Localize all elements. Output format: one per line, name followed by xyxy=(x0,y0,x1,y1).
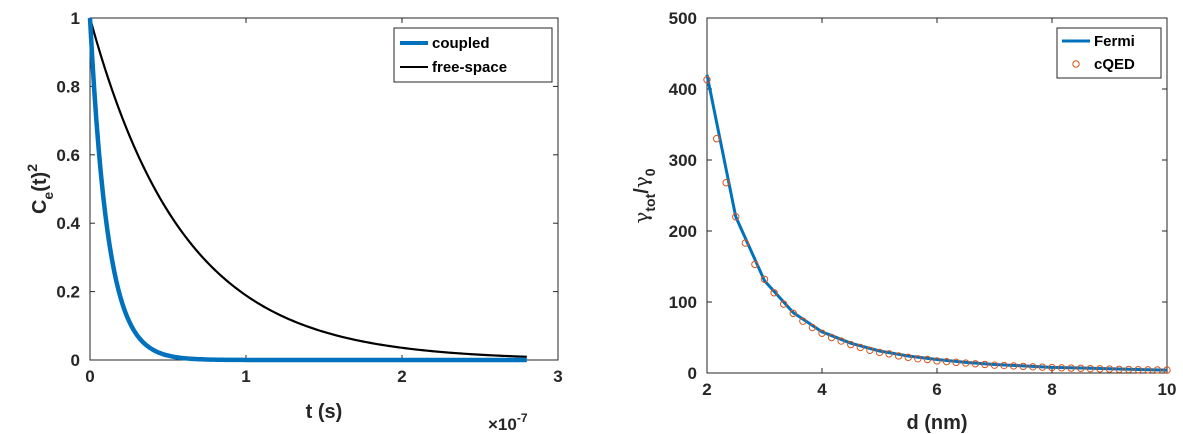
cqed-point xyxy=(1115,365,1123,374)
cqed-point xyxy=(981,360,989,369)
y-tick-label: 0.6 xyxy=(56,146,80,165)
cqed-point xyxy=(1048,363,1056,372)
left-legend: coupled free-space xyxy=(393,27,553,83)
cqed-point xyxy=(942,357,951,366)
series-line-coupled xyxy=(87,17,527,363)
left-x-tick-labels: 0 1 2 3 xyxy=(85,367,562,386)
y-tick-label: 0.8 xyxy=(56,77,80,96)
cqed-point xyxy=(923,355,932,364)
cqed-point xyxy=(894,352,903,360)
cqed-point xyxy=(789,309,797,318)
cqed-point xyxy=(837,337,845,345)
y-tick-label: 400 xyxy=(669,80,697,99)
x-tick-label: 4 xyxy=(817,380,827,399)
right-legend: Fermi cQED xyxy=(1056,27,1162,79)
cqed-point xyxy=(827,333,836,342)
cqed-point xyxy=(779,300,788,308)
x-tick-label: 0 xyxy=(85,367,94,386)
cqed-point xyxy=(741,239,750,247)
cqed-point xyxy=(712,135,721,143)
legend-label-free-space: free-space xyxy=(432,59,507,76)
x-tick-label: 3 xyxy=(553,367,562,386)
cqed-point xyxy=(885,350,893,358)
x-tick-label: 1 xyxy=(241,367,250,386)
left-legend-box xyxy=(393,27,553,83)
cqed-point xyxy=(962,359,970,367)
cqed-point xyxy=(933,357,941,365)
legend-label-coupled: coupled xyxy=(432,35,490,52)
cqed-point xyxy=(799,317,807,325)
cqed-point xyxy=(847,340,855,349)
cqed-point xyxy=(1057,364,1066,372)
left-y-tick-labels: 0 0.2 0.4 0.6 0.8 1 xyxy=(56,9,80,370)
cqed-point xyxy=(703,76,711,84)
cqed-point xyxy=(1163,366,1171,374)
legend-label-cqed: cQED xyxy=(1094,56,1135,73)
left-y-axis-label: Ce(t)2 xyxy=(24,164,56,214)
y-tick-label: 200 xyxy=(669,222,697,241)
cqed-point xyxy=(732,213,740,221)
cqed-point xyxy=(914,355,922,363)
right-series-layer xyxy=(703,74,1171,374)
cqed-point xyxy=(1019,362,1027,371)
cqed-point xyxy=(1144,366,1152,374)
left-x-axis-label: t (s) xyxy=(306,401,343,423)
series-line-fermi xyxy=(705,74,1168,372)
y-tick-label: 1 xyxy=(71,9,80,28)
x-tick-label: 6 xyxy=(932,380,941,399)
cqed-point xyxy=(1009,362,1018,370)
y-tick-label: 300 xyxy=(669,151,697,170)
cqed-point xyxy=(990,361,999,369)
right-legend-box xyxy=(1056,27,1162,79)
x-tick-label: 10 xyxy=(1158,380,1177,399)
cqed-point xyxy=(818,329,826,337)
y-tick-label: 0.4 xyxy=(56,214,80,233)
right-plot: 2 4 6 8 10 0 100 200 300 400 500 d (nm) γtot/γ0 F… xyxy=(629,9,1176,434)
cqed-point xyxy=(770,289,778,297)
right-x-tick-labels: 2 4 6 8 10 xyxy=(702,380,1176,399)
series-line-free-space xyxy=(88,17,527,358)
y-tick-label: 500 xyxy=(669,9,697,28)
left-plot: 0 1 2 3 0 0.2 0.4 0.6 0.8 1 t (s) ×10-7 Ce(t)2 c… xyxy=(24,9,563,434)
cqed-point xyxy=(760,275,769,283)
cqed-point xyxy=(1067,364,1075,372)
cqed-point xyxy=(1077,364,1085,373)
y-tick-label: 100 xyxy=(669,293,697,312)
cqed-point xyxy=(1124,365,1133,374)
cqed-point xyxy=(1105,365,1114,373)
cqed-point xyxy=(1038,363,1047,371)
cqed-point xyxy=(866,346,874,354)
legend-label-fermi: Fermi xyxy=(1094,33,1135,50)
cqed-point xyxy=(1029,363,1037,371)
x-tick-label: 8 xyxy=(1047,380,1056,399)
left-tick-marks xyxy=(89,17,559,361)
cqed-point xyxy=(722,179,730,187)
cqed-point xyxy=(1086,364,1095,373)
right-y-axis-label: γtot/γ0 xyxy=(629,168,658,223)
legend-swatch-cqed xyxy=(1072,60,1080,68)
cqed-point xyxy=(952,358,960,367)
left-x-exponent-label: ×10-7 xyxy=(488,411,528,434)
x-tick-label: 2 xyxy=(397,367,406,386)
cqed-point xyxy=(856,343,865,352)
cqed-point xyxy=(1153,366,1162,374)
cqed-point xyxy=(971,360,980,368)
y-tick-label: 0.2 xyxy=(56,283,80,302)
x-tick-label: 2 xyxy=(702,380,711,399)
y-tick-label: 0 xyxy=(688,364,697,383)
cqed-point xyxy=(904,353,912,362)
cqed-point xyxy=(1000,361,1008,370)
left-series-layer xyxy=(87,17,527,363)
right-x-axis-label: d (nm) xyxy=(906,412,967,434)
cqed-point xyxy=(1134,365,1142,374)
cqed-point xyxy=(808,323,817,332)
cqed-point xyxy=(1096,365,1104,373)
right-y-tick-labels: 0 100 200 300 400 500 xyxy=(669,9,697,383)
cqed-point xyxy=(751,260,759,269)
y-tick-label: 0 xyxy=(71,351,80,370)
cqed-point xyxy=(875,348,884,357)
